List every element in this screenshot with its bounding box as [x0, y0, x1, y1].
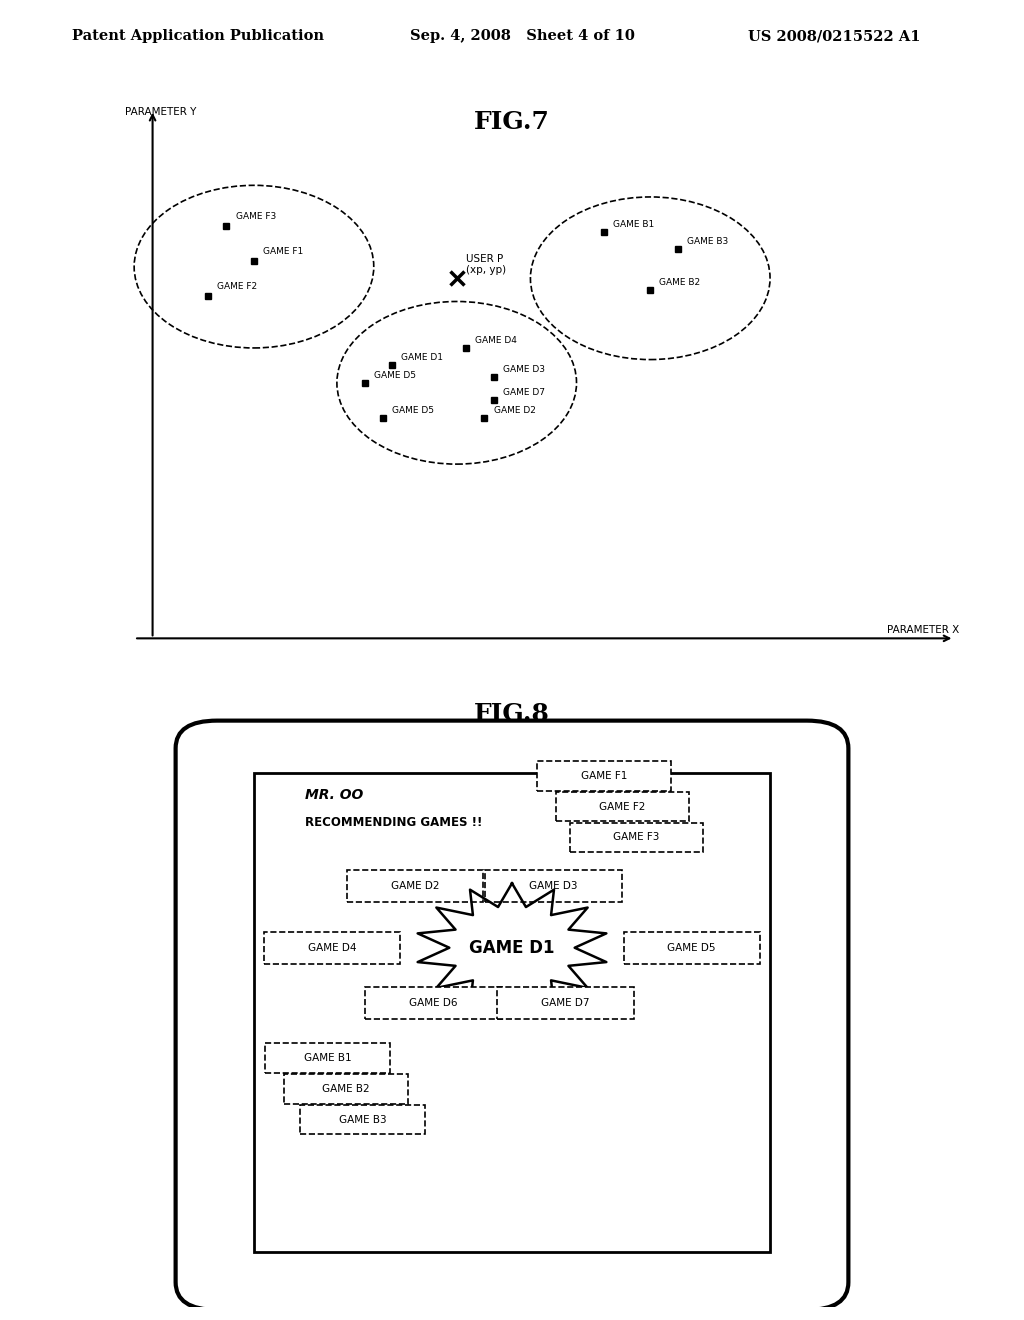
Bar [254, 772, 770, 1251]
Bar [498, 987, 634, 1019]
Text: GAME B3: GAME B3 [687, 238, 728, 247]
Text: GAME F1: GAME F1 [581, 771, 628, 781]
Bar [284, 1074, 409, 1104]
Text: GAME D1: GAME D1 [401, 354, 443, 363]
Text: GAME D7: GAME D7 [542, 998, 590, 1008]
Text: GAME F2: GAME F2 [599, 801, 646, 812]
Bar [265, 1044, 390, 1073]
Bar [366, 987, 502, 1019]
Text: MR. OO: MR. OO [305, 788, 362, 803]
Text: GAME D5: GAME D5 [392, 405, 434, 414]
Bar [264, 932, 400, 964]
Text: GAME B1: GAME B1 [304, 1053, 351, 1063]
Text: RECOMMENDING GAMES !!: RECOMMENDING GAMES !! [305, 816, 482, 829]
Text: GAME D4: GAME D4 [308, 942, 356, 953]
Text: GAME D2: GAME D2 [391, 882, 439, 891]
Text: FIG.7: FIG.7 [474, 110, 550, 133]
Text: GAME F2: GAME F2 [217, 282, 257, 290]
Text: GAME D2: GAME D2 [494, 405, 536, 414]
Text: GAME B3: GAME B3 [339, 1114, 386, 1125]
Bar [485, 870, 622, 903]
Bar [569, 822, 703, 851]
Text: GAME F3: GAME F3 [613, 832, 659, 842]
Bar [347, 870, 483, 903]
Text: PARAMETER Y: PARAMETER Y [125, 107, 197, 117]
Text: PARAMETER X: PARAMETER X [887, 626, 958, 635]
Text: FIG.8: FIG.8 [474, 702, 550, 726]
Text: GAME F3: GAME F3 [236, 213, 275, 222]
Bar [556, 792, 689, 821]
Text: GAME D6: GAME D6 [410, 998, 458, 1008]
Bar [300, 1105, 425, 1134]
Text: GAME B2: GAME B2 [323, 1084, 370, 1094]
Text: GAME B2: GAME B2 [659, 279, 700, 286]
Text: GAME D3: GAME D3 [529, 882, 578, 891]
Text: Sep. 4, 2008   Sheet 4 of 10: Sep. 4, 2008 Sheet 4 of 10 [410, 29, 635, 44]
Text: Patent Application Publication: Patent Application Publication [72, 29, 324, 44]
Text: GAME B1: GAME B1 [613, 220, 654, 228]
Text: US 2008/0215522 A1: US 2008/0215522 A1 [748, 29, 920, 44]
Polygon shape [418, 883, 606, 1012]
Text: GAME F1: GAME F1 [263, 247, 303, 256]
Text: GAME D4: GAME D4 [475, 337, 517, 345]
Text: GAME D7: GAME D7 [503, 388, 545, 397]
Bar [624, 932, 760, 964]
Text: GAME D1: GAME D1 [469, 939, 555, 957]
Text: GAME D5: GAME D5 [668, 942, 716, 953]
Text: USER P: USER P [466, 253, 503, 264]
Text: (xp, yp): (xp, yp) [466, 265, 506, 276]
Text: GAME D3: GAME D3 [503, 366, 545, 374]
Bar [538, 762, 671, 791]
Text: GAME D5: GAME D5 [374, 371, 416, 380]
